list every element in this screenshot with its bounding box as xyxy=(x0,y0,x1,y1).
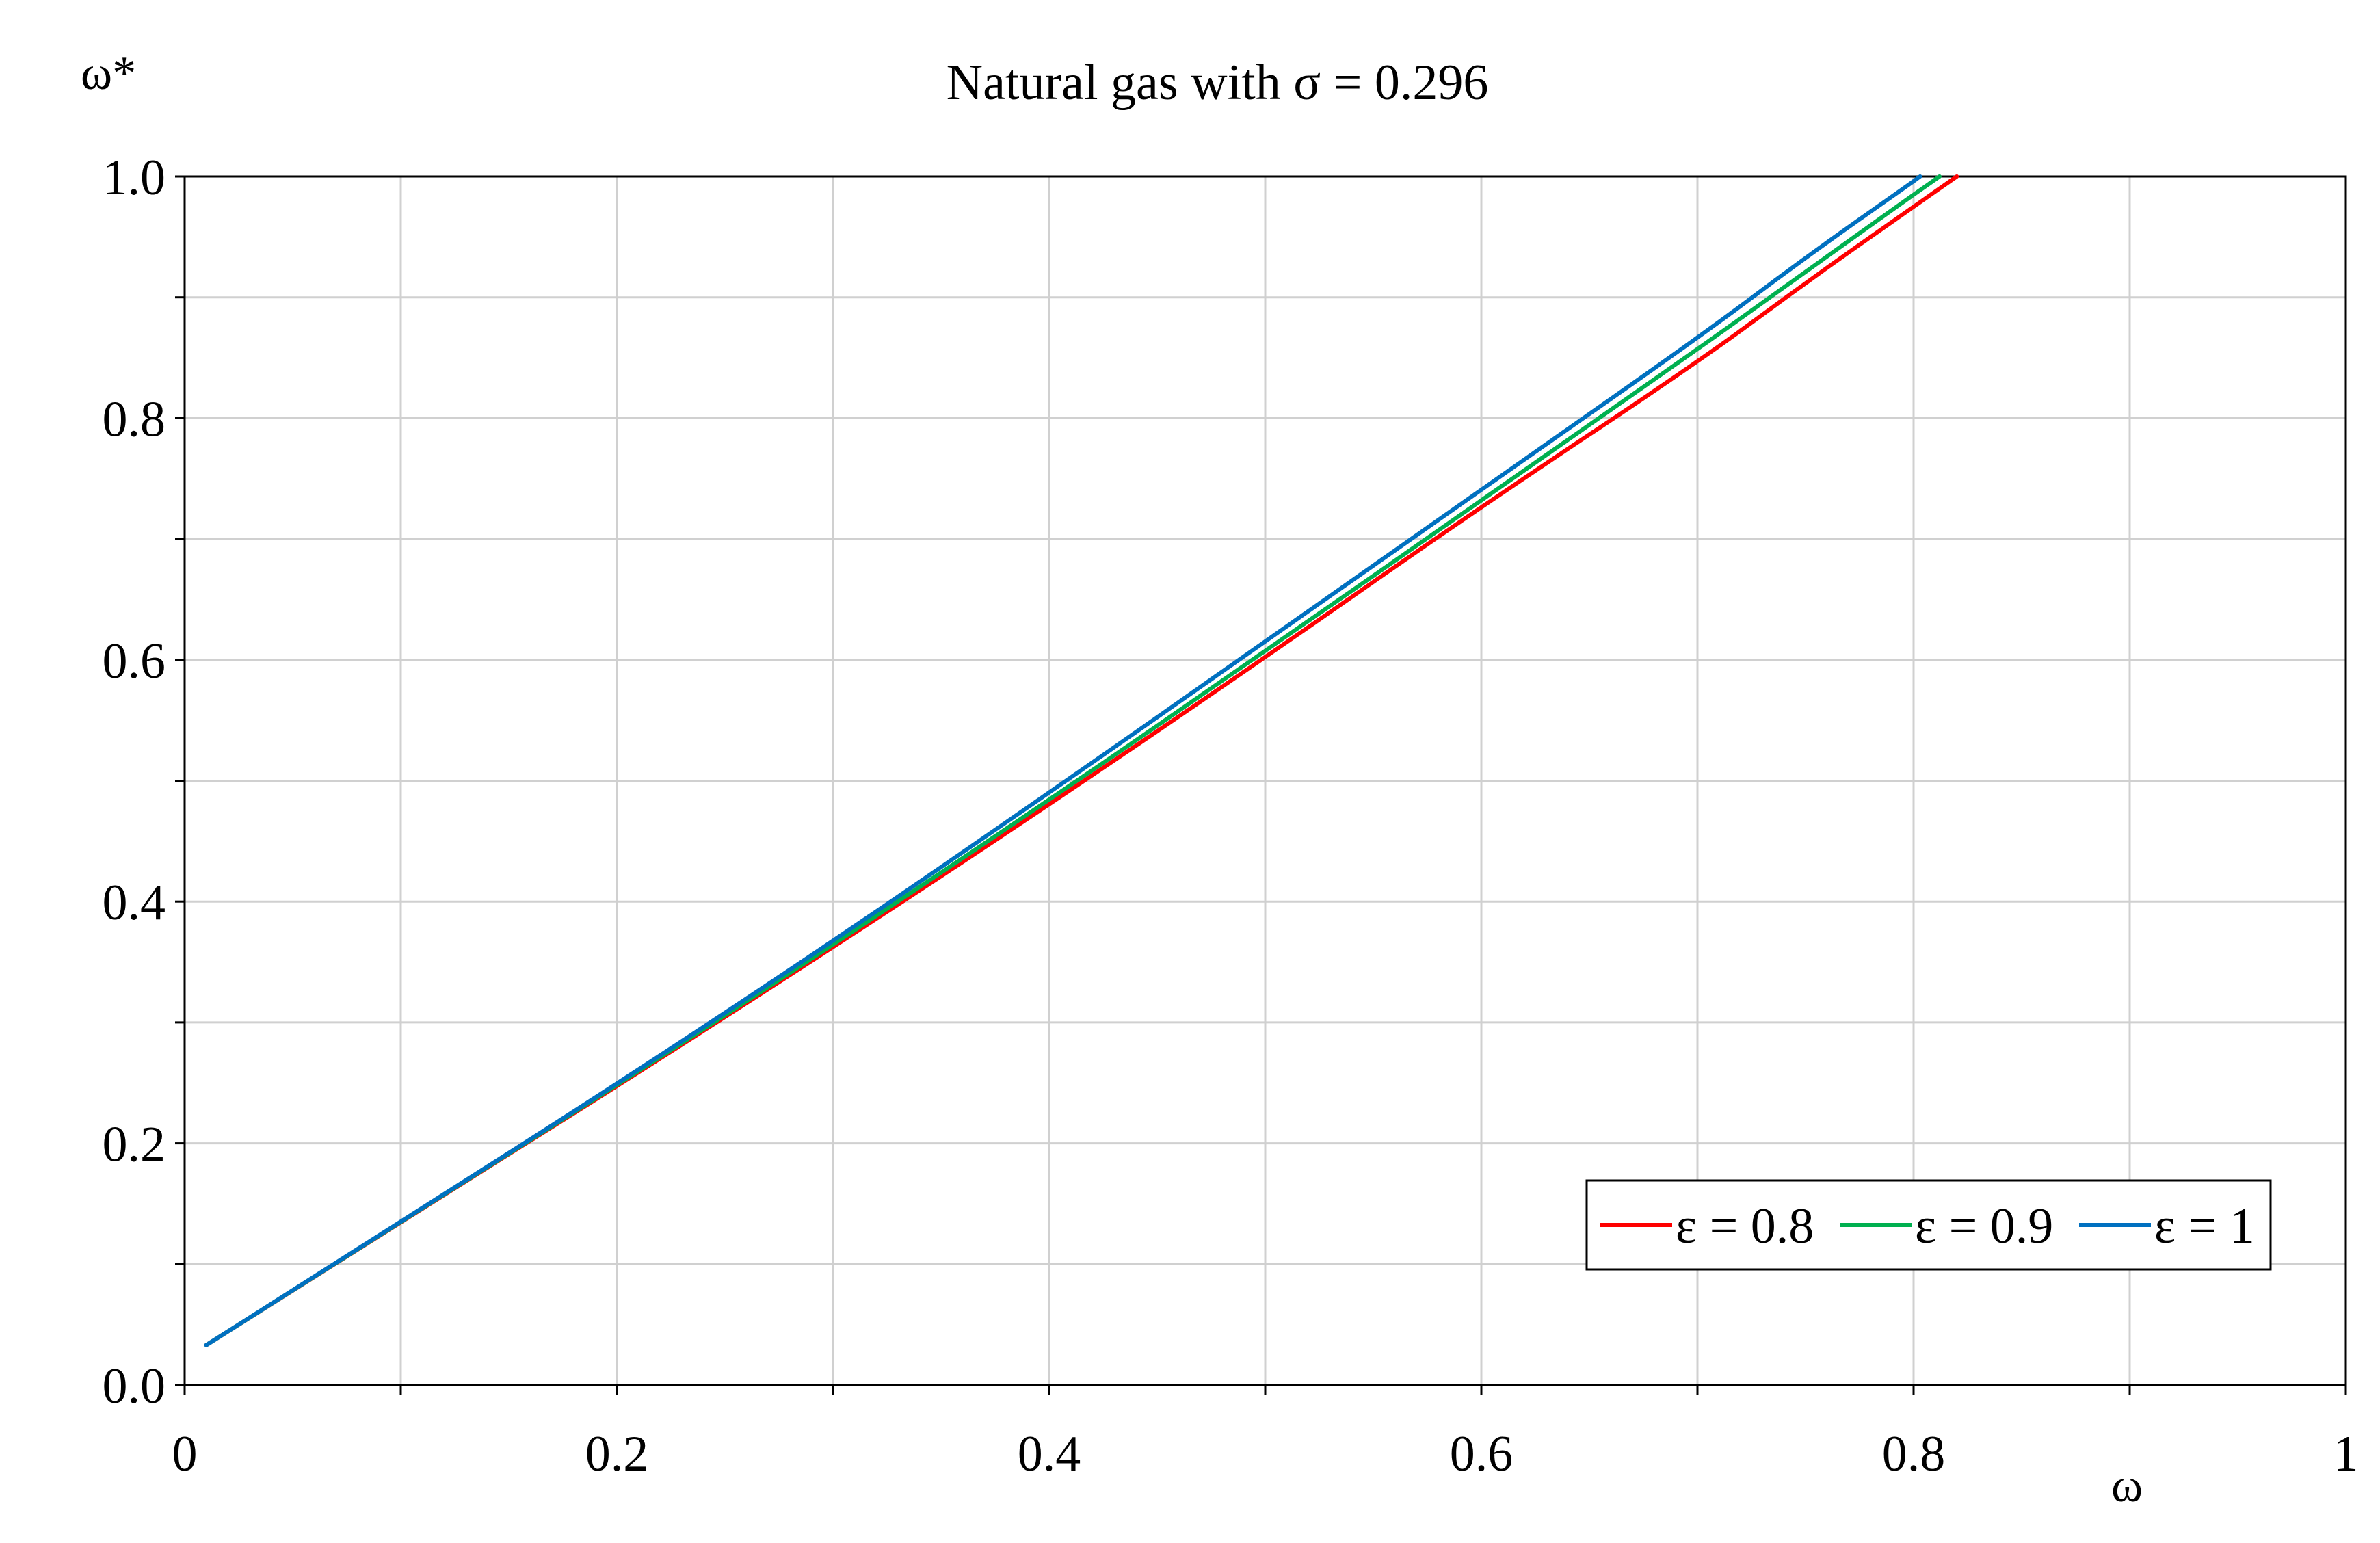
x-tick-label: 0 xyxy=(172,1426,198,1482)
x-axis-label: ω xyxy=(2111,1460,2143,1512)
y-tick-label: 0.6 xyxy=(103,633,166,689)
y-tick-label: 0.0 xyxy=(103,1358,166,1414)
series-line-3 xyxy=(204,174,1922,1347)
y-tick-label: 0.8 xyxy=(103,391,166,447)
legend-box xyxy=(1585,1179,2272,1271)
legend: ε = 0.8 ε = 0.9 ε = 1 xyxy=(1585,1179,2272,1271)
axis-ticks xyxy=(175,175,2347,1395)
y-tick-labels: 0.0 0.2 0.4 0.6 0.8 1.0 xyxy=(103,150,166,1414)
x-tick-label: 0.8 xyxy=(1882,1426,1946,1482)
y-axis-label: ω* xyxy=(81,47,136,100)
y-tick-label: 0.4 xyxy=(103,875,166,931)
legend-label: ε = 0.9 xyxy=(1915,1198,2053,1254)
legend-label: ε = 1 xyxy=(2154,1198,2255,1254)
x-tick-label: 0.2 xyxy=(585,1426,649,1482)
y-tick-label: 1.0 xyxy=(103,150,166,206)
x-tick-label: 1 xyxy=(2333,1426,2359,1482)
x-tick-label: 0.4 xyxy=(1018,1426,1081,1482)
chart-title: Natural gas with σ = 0.296 xyxy=(947,55,1489,111)
legend-label: ε = 0.8 xyxy=(1676,1198,1814,1254)
x-tick-labels: 0 0.2 0.4 0.6 0.8 1 xyxy=(172,1426,2359,1482)
series-layer xyxy=(204,174,1959,1347)
x-tick-label: 0.6 xyxy=(1450,1426,1513,1482)
y-tick-label: 0.2 xyxy=(103,1117,166,1173)
